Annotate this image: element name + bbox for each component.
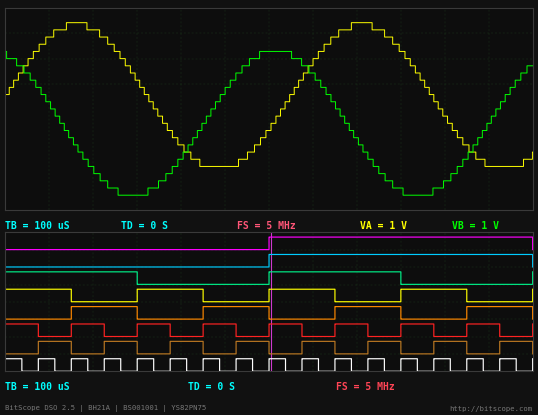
Text: VA = 1 V: VA = 1 V: [360, 221, 407, 231]
Text: TD = 0 S: TD = 0 S: [121, 221, 168, 231]
Text: FS = 5 MHz: FS = 5 MHz: [336, 382, 395, 392]
Text: FS = 5 MHz: FS = 5 MHz: [237, 221, 295, 231]
Text: BitScope DSO 2.5 | BH21A | BS001001 | YS82PN75: BitScope DSO 2.5 | BH21A | BS001001 | YS…: [5, 405, 207, 412]
Text: TD = 0 S: TD = 0 S: [188, 382, 235, 392]
Text: TB = 100 uS: TB = 100 uS: [5, 221, 70, 231]
Text: TB = 100 uS: TB = 100 uS: [5, 382, 70, 392]
Text: VB = 1 V: VB = 1 V: [452, 221, 499, 231]
Text: http://bitscope.com: http://bitscope.com: [449, 406, 533, 412]
